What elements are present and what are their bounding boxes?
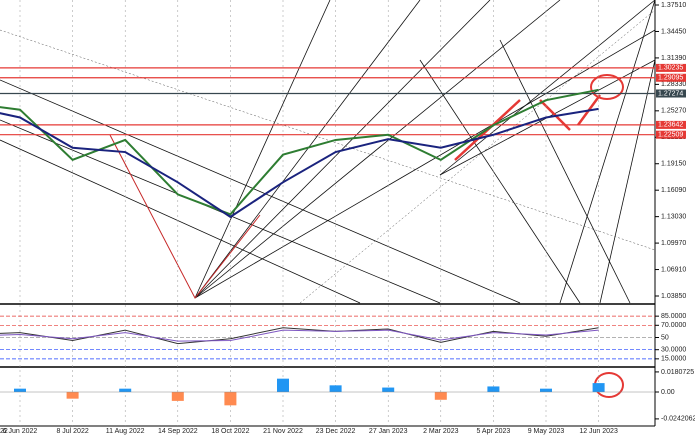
level-box — [656, 89, 686, 98]
red-line — [109, 134, 261, 299]
x-tick-label: 27 Jan 2023 — [369, 428, 408, 435]
trendline — [194, 0, 491, 299]
x-tick-label: 21 Nov 2022 — [263, 428, 303, 435]
y-tick-label: 1.03850 — [661, 293, 686, 300]
trendline — [499, 39, 631, 304]
bar — [277, 378, 289, 392]
level-label: 1.27274 — [658, 90, 683, 97]
y-tick-label: 30.0000 — [661, 347, 686, 354]
level-box — [656, 73, 686, 82]
trendline — [194, 0, 561, 299]
x-tick-label: 22 — [0, 428, 8, 435]
y-tick-label: 1.31390 — [661, 55, 686, 62]
bar — [119, 388, 132, 392]
x-tick-label: 6 Jun 2022 — [3, 428, 38, 435]
level-box — [656, 120, 686, 129]
y-tick-label: 1.25270 — [661, 108, 686, 115]
y-tick-label: 50 — [661, 334, 669, 341]
trendline — [0, 139, 361, 304]
series-line — [0, 329, 599, 342]
bar — [224, 392, 237, 406]
trendline — [0, 79, 521, 304]
level-label: 1.22509 — [658, 132, 683, 139]
level-box — [656, 130, 686, 139]
bar — [592, 383, 605, 392]
y-tick-label: 1.06910 — [661, 266, 686, 273]
x-tick-label: 14 Sep 2022 — [158, 428, 198, 435]
y-tick-label: 1.16090 — [661, 187, 686, 194]
y-tick-label: 70.0000 — [661, 322, 686, 329]
level-box — [656, 63, 686, 72]
series-line — [0, 88, 599, 216]
y-tick-label: 0.0180725 — [661, 369, 694, 376]
bar — [329, 385, 342, 392]
level-label: 1.30235 — [658, 65, 683, 72]
x-tick-label: 2 Mar 2023 — [423, 428, 459, 435]
y-tick-label: 1.34450 — [661, 28, 686, 35]
level-label: 1.29095 — [658, 75, 683, 82]
bar — [487, 386, 500, 392]
y-tick-label: 1.19150 — [661, 161, 686, 168]
trendline — [194, 29, 656, 299]
trendline — [559, 0, 656, 304]
y-tick-label: 1.37510 — [661, 2, 686, 9]
trendline — [0, 119, 441, 304]
trendline — [194, 0, 421, 299]
bar — [66, 392, 79, 399]
y-tick-label: 1.13030 — [661, 213, 686, 220]
x-tick-label: 11 Aug 2022 — [106, 428, 145, 435]
y-tick-label: 0.00 — [661, 389, 675, 396]
trendline — [194, 0, 331, 299]
trendline — [0, 29, 656, 251]
x-tick-label: 8 Jul 2022 — [56, 428, 88, 435]
trendline — [599, 59, 656, 304]
x-tick-label: 23 Dec 2022 — [316, 428, 356, 435]
y-tick-label: 85.0000 — [661, 313, 686, 320]
highlight-circle — [590, 74, 624, 100]
y-tick-label: 1.09970 — [661, 240, 686, 247]
y-tick-label: 1.28330 — [661, 81, 686, 88]
plot-background — [0, 0, 655, 438]
x-tick-label: 9 May 2023 — [528, 428, 565, 435]
bar — [540, 388, 552, 392]
series-line — [0, 107, 599, 219]
x-tick-label: 12 Jun 2023 — [579, 428, 618, 435]
y-tick-label: 15.0000 — [661, 356, 686, 363]
trendline — [299, 9, 656, 304]
bar — [434, 392, 447, 400]
x-tick-label: 5 Apr 2023 — [476, 428, 510, 435]
y-tick-label: -0.0242062 — [661, 416, 695, 423]
trendline — [439, 0, 656, 176]
trendline — [419, 59, 581, 304]
series-line — [0, 327, 599, 345]
bar — [382, 387, 395, 392]
bar — [14, 388, 26, 392]
bar — [171, 392, 184, 401]
level-label: 1.23642 — [658, 122, 683, 129]
x-tick-label: 18 Oct 2022 — [211, 428, 249, 435]
